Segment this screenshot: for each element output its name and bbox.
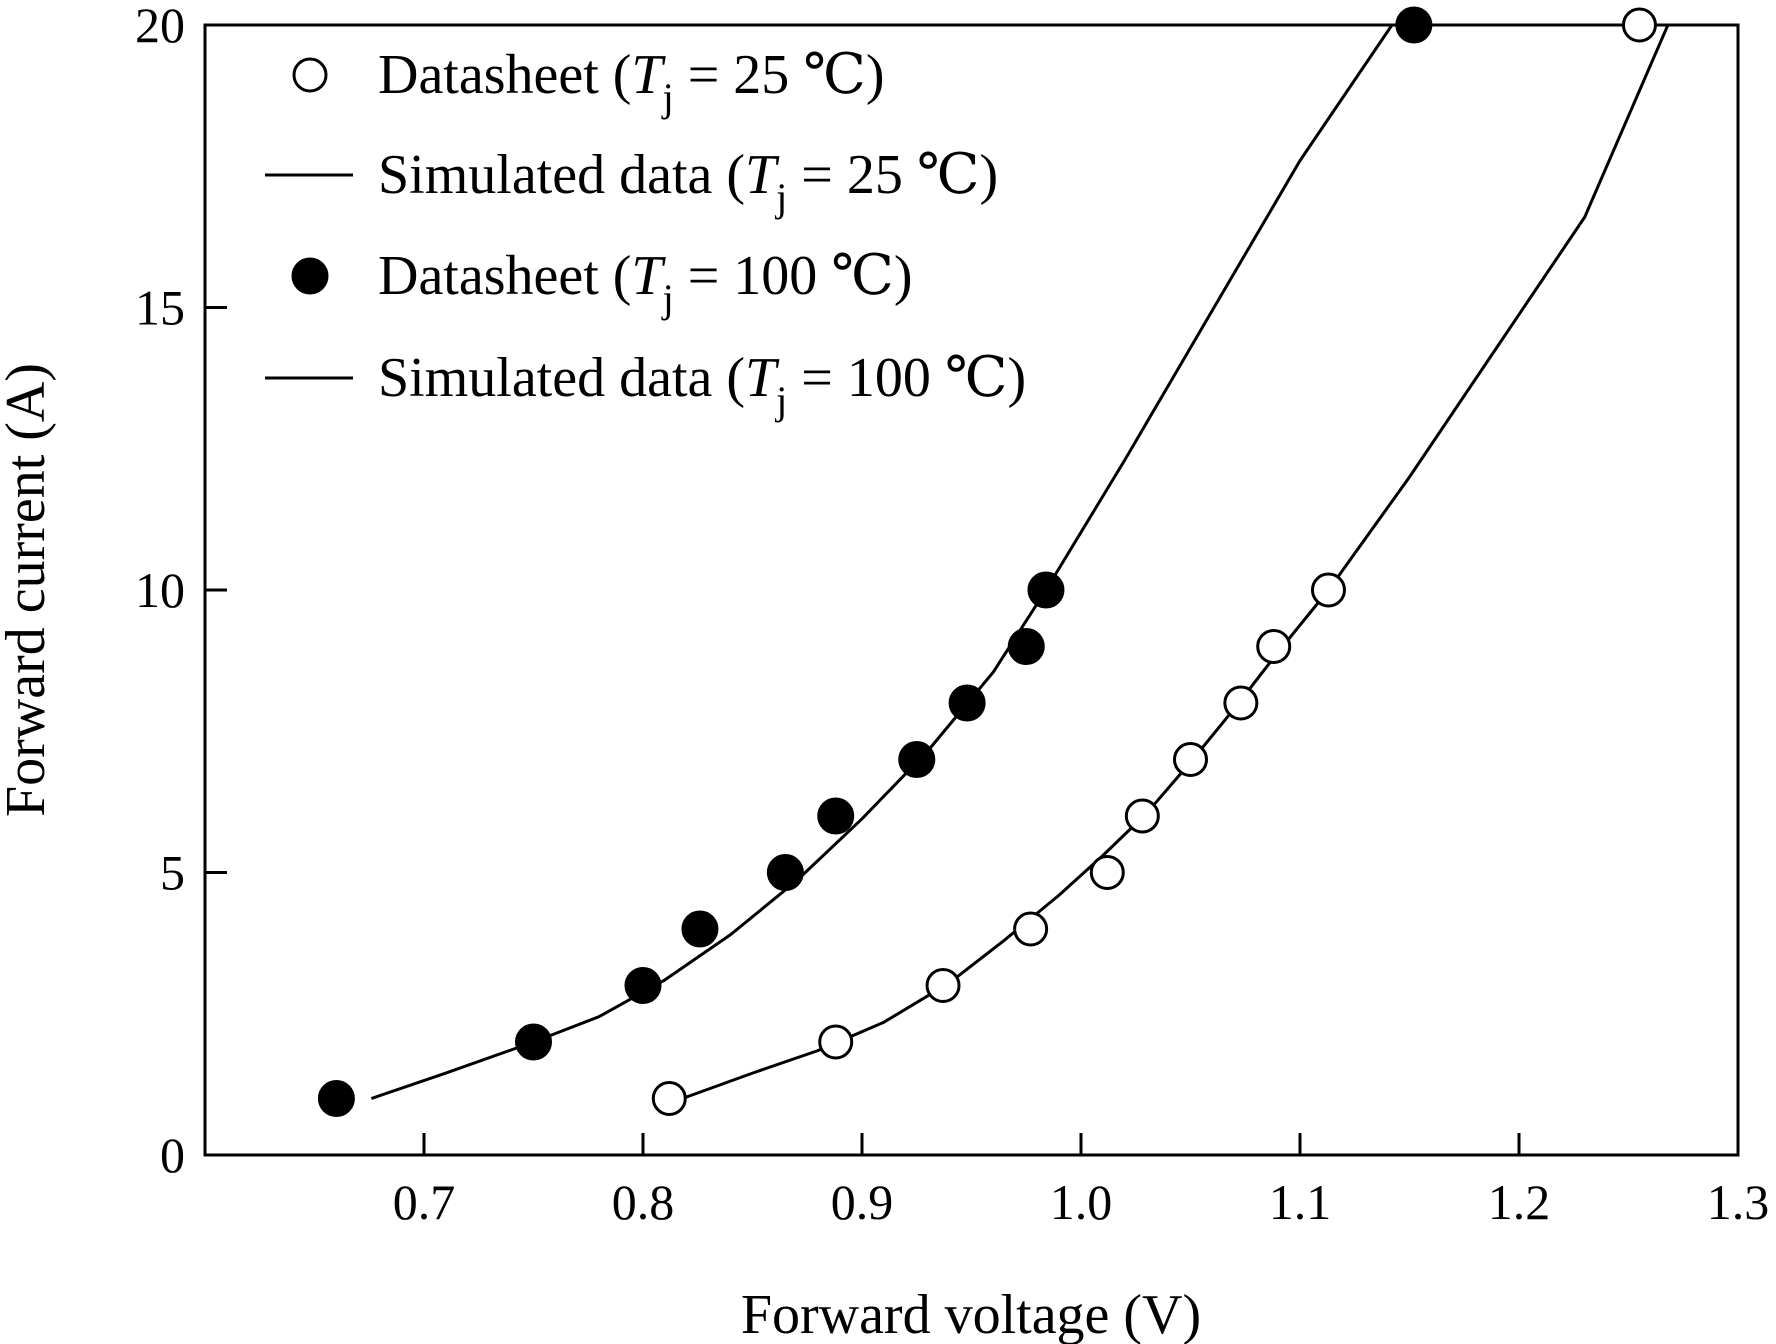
x-tick-label: 0.9 xyxy=(831,1174,894,1230)
legend-open-marker xyxy=(292,57,328,93)
open-data-point xyxy=(651,1081,687,1116)
x-tick-label: 1.0 xyxy=(1050,1174,1113,1230)
x-tick-label: 0.8 xyxy=(612,1174,675,1230)
y-tick-label: 0 xyxy=(160,1127,185,1183)
open-data-point xyxy=(925,968,961,1003)
filled-data-point xyxy=(898,741,936,778)
open-data-point xyxy=(1621,7,1657,43)
open-data-point xyxy=(1223,685,1259,721)
x-axis-title: Forward voltage (V) xyxy=(741,1284,1201,1344)
y-tick-label: 10 xyxy=(135,562,185,618)
x-tick-label: 1.2 xyxy=(1488,1174,1551,1230)
open-data-point xyxy=(1013,911,1049,947)
filled-data-point xyxy=(948,684,986,722)
x-tick-label: 1.3 xyxy=(1707,1174,1770,1230)
series-layer xyxy=(317,6,1670,1117)
legend: Datasheet (Tj = 25 ℃) Simulated data (Tj … xyxy=(265,44,1026,423)
x-axis-ticks: 0.7 0.8 0.9 1.0 1.1 1.2 1.3 xyxy=(393,1133,1770,1230)
filled-data-point xyxy=(817,797,855,835)
filled-data-point xyxy=(1395,6,1433,44)
legend-label: Simulated data (Tj = 25 ℃) xyxy=(378,144,998,220)
filled-data-point xyxy=(624,967,662,1004)
open-data-point xyxy=(1124,798,1160,834)
y-tick-label: 20 xyxy=(135,0,185,53)
y-tick-label: 5 xyxy=(160,845,185,901)
open-data-point xyxy=(1089,855,1125,890)
y-axis-title: Forward current (A) xyxy=(0,363,57,817)
x-tick-label: 1.1 xyxy=(1269,1174,1332,1230)
open-data-point xyxy=(1310,572,1346,608)
legend-label: Datasheet (Tj = 100 ℃) xyxy=(378,245,913,321)
open-data-point xyxy=(1256,629,1292,664)
filled-data-point xyxy=(766,854,804,891)
legend-label: Datasheet (Tj = 25 ℃) xyxy=(378,44,885,120)
filled-data-point xyxy=(317,1080,355,1117)
series-line-3 xyxy=(370,24,1394,1100)
filled-data-point xyxy=(681,910,719,948)
legend-label: Simulated data (Tj = 100 ℃) xyxy=(378,347,1026,423)
y-tick-label: 15 xyxy=(135,280,185,336)
legend-filled-marker xyxy=(291,257,329,295)
y-axis-ticks: 0 5 10 15 20 xyxy=(135,0,227,1183)
filled-data-point xyxy=(1007,628,1045,665)
filled-data-point xyxy=(515,1023,552,1061)
open-data-point xyxy=(1173,742,1208,777)
x-tick-label: 0.7 xyxy=(393,1174,456,1230)
open-data-point xyxy=(818,1024,854,1060)
filled-data-point xyxy=(1027,571,1065,609)
